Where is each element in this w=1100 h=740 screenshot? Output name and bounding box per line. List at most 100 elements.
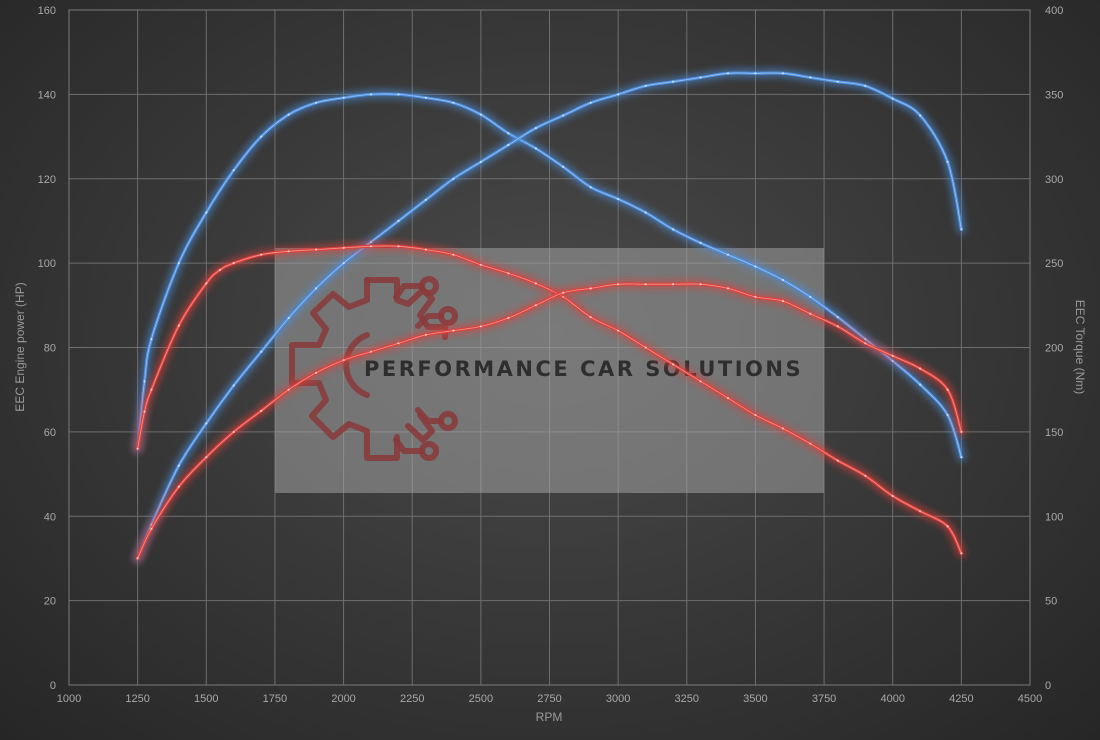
data-point	[424, 333, 427, 336]
data-point	[919, 114, 922, 117]
data-point	[946, 160, 949, 163]
y-tick-label-right: 400	[1045, 5, 1063, 17]
data-point	[507, 132, 510, 135]
data-point	[397, 219, 400, 222]
data-point	[452, 101, 455, 104]
x-tick-label: 3000	[606, 693, 630, 705]
axis-titles: RPM EEC Engine power (HP) EEC Torque (Nm…	[13, 282, 1087, 724]
data-point	[589, 186, 592, 189]
axis-ticks: 1000 1250 1500 1750 2000 2250 2500 2750 3000 3250…	[38, 5, 1064, 705]
data-point	[260, 350, 263, 353]
x-tick-label: 1250	[125, 693, 149, 705]
plot-frame	[68, 9, 1031, 686]
series-highlight	[137, 245, 962, 554]
data-point	[809, 76, 812, 79]
data-point	[836, 80, 839, 83]
data-point	[672, 80, 675, 83]
data-point	[562, 165, 565, 168]
data-point	[397, 245, 400, 248]
data-point	[205, 211, 208, 214]
series-highlight	[137, 283, 962, 559]
data-point	[617, 283, 620, 286]
data-point	[781, 72, 785, 75]
data-point	[726, 253, 730, 256]
y-tick-label-left: 60	[44, 427, 56, 439]
y-tick-label-right: 50	[1045, 596, 1057, 608]
data-point	[397, 93, 400, 96]
data-point	[891, 97, 894, 100]
data-point	[726, 287, 730, 290]
y-tick-label-left: 100	[38, 258, 56, 270]
data-point	[809, 312, 812, 315]
series-stroke	[136, 244, 963, 555]
x-tick-label: 3250	[675, 693, 699, 705]
x-tick-label: 3500	[743, 693, 767, 705]
series-line-0	[133, 89, 966, 462]
data-point	[342, 96, 345, 99]
data-point	[479, 263, 482, 266]
data-point	[781, 427, 785, 430]
series-line-3	[133, 279, 966, 563]
data-point	[919, 510, 922, 513]
data-point	[424, 248, 427, 251]
x-tick-label: 2750	[537, 693, 561, 705]
data-point	[726, 72, 730, 75]
y-tick-label-left: 160	[38, 5, 56, 17]
y-tick-label-right: 300	[1045, 174, 1063, 186]
data-point	[232, 430, 235, 433]
data-point	[315, 248, 318, 251]
data-point	[617, 197, 620, 201]
data-point	[534, 282, 537, 285]
x-axis-label: RPM	[536, 710, 563, 724]
data-point	[946, 525, 949, 528]
data-point	[836, 316, 839, 319]
data-point	[232, 262, 235, 265]
y-tick-label-right: 250	[1045, 258, 1063, 270]
data-point	[836, 325, 839, 328]
data-point	[260, 409, 263, 412]
data-point	[342, 359, 345, 362]
data-point	[136, 447, 139, 450]
x-tick-label: 2000	[331, 693, 355, 705]
data-point	[260, 253, 263, 256]
data-point	[960, 228, 963, 231]
data-point	[150, 388, 153, 391]
y-tick-label-right: 350	[1045, 89, 1063, 101]
data-point	[672, 228, 675, 231]
data-point	[672, 283, 675, 286]
data-point	[177, 324, 180, 327]
data-point	[781, 300, 785, 303]
data-point	[507, 143, 510, 147]
data-point	[507, 272, 510, 275]
data-point	[369, 93, 373, 96]
data-point	[534, 127, 537, 130]
x-tick-label: 1500	[194, 693, 218, 705]
data-point	[960, 552, 963, 555]
series-line-2	[133, 241, 966, 558]
series-stroke	[136, 282, 963, 560]
data-point	[754, 413, 757, 417]
x-tick-label: 1000	[57, 693, 81, 705]
data-point	[644, 283, 647, 286]
y-tick-label-right: 150	[1045, 427, 1063, 439]
series-line-1	[133, 68, 966, 563]
y-tick-label-left: 80	[44, 343, 56, 355]
grid	[68, 9, 1031, 686]
data-point	[960, 456, 963, 459]
data-point	[864, 474, 867, 477]
data-point	[136, 557, 139, 560]
data-point	[218, 268, 222, 271]
y-tick-label-right: 200	[1045, 343, 1063, 355]
x-tick-label: 4250	[949, 693, 973, 705]
data-point	[143, 410, 146, 413]
data-point	[369, 245, 373, 248]
series	[133, 68, 966, 563]
y-tick-label-left: 40	[44, 511, 56, 523]
data-point	[617, 93, 620, 96]
y-tick-label-left: 0	[50, 680, 56, 692]
data-point	[177, 262, 180, 265]
data-point	[177, 464, 180, 467]
data-point	[836, 459, 839, 462]
data-point	[946, 388, 949, 391]
data-point	[260, 135, 263, 138]
